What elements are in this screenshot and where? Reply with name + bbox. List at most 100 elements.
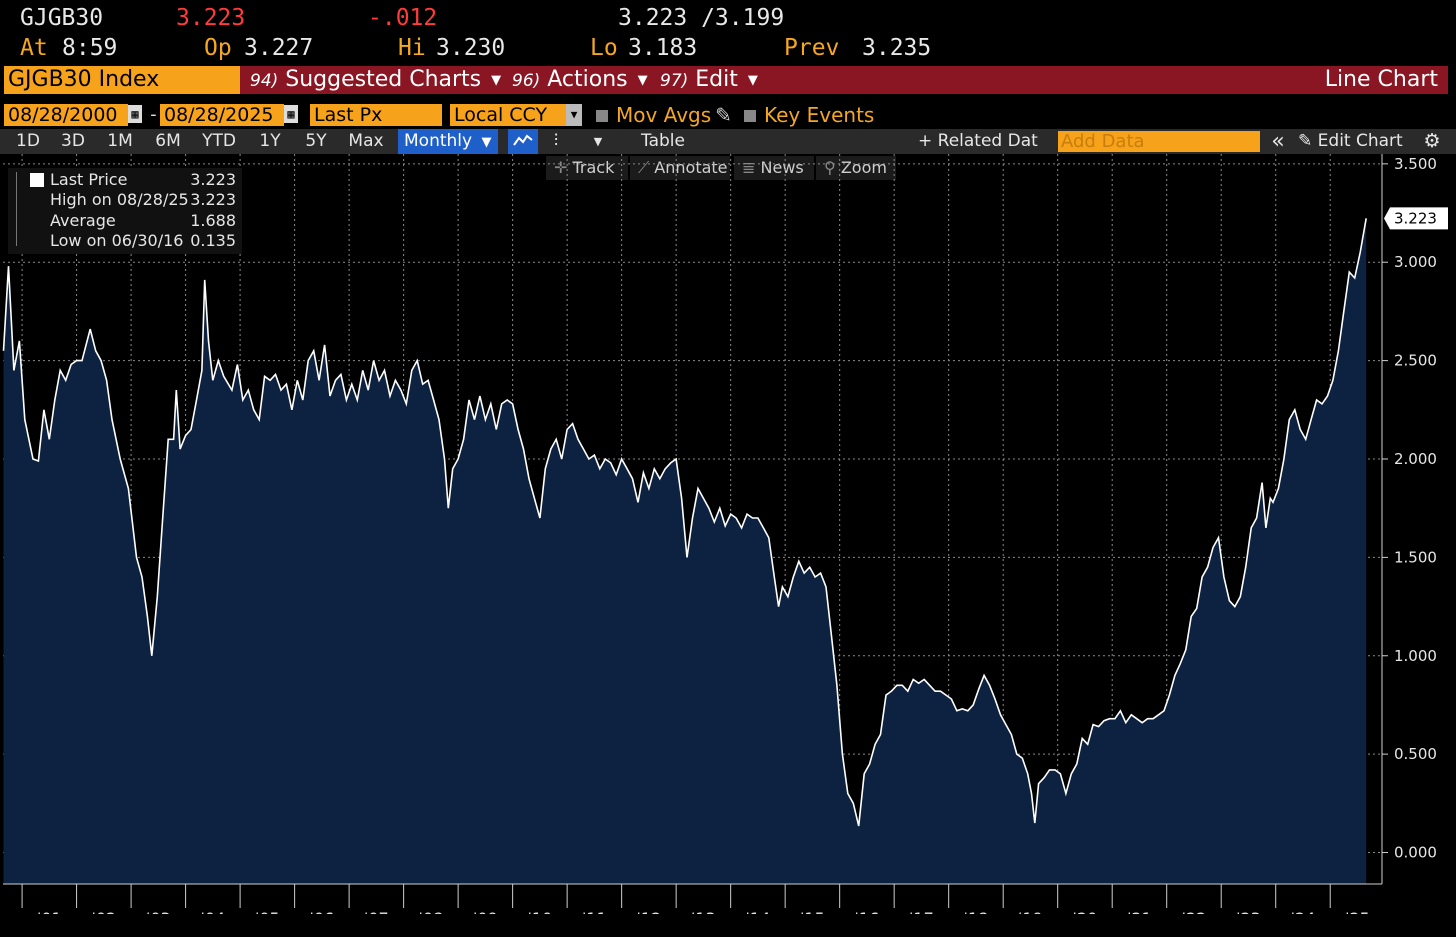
security-field[interactable]: GJGB30 Index	[4, 66, 240, 94]
zoom-label: Zoom	[840, 158, 887, 177]
suggested-charts-label: Suggested Charts	[285, 67, 482, 92]
legend-swatch	[30, 173, 44, 187]
x-tick-label: '07	[364, 909, 389, 914]
y-tick-label: 3.000	[1394, 253, 1437, 271]
range-1m[interactable]: 1M	[107, 131, 133, 151]
checkbox-icon[interactable]	[744, 110, 756, 122]
start-date-field[interactable]: 08/28/2000	[4, 104, 128, 126]
y-tick-label: 1.500	[1394, 548, 1437, 566]
x-tick-label: '08	[418, 909, 443, 914]
x-tick-label: '23	[1236, 909, 1261, 914]
x-tick-label: '17	[909, 909, 934, 914]
last-value-tag: 3.223	[1384, 207, 1448, 230]
legend-high-value: 3.223	[190, 190, 236, 209]
gear-icon[interactable]: ⚙	[1423, 130, 1441, 152]
y-axis: 3.500 3.000 2.500 2.000 1.500 1.000 0.500 0.000…	[1381, 154, 1448, 884]
chart-legend: Last Price 3.223 High on 08/28/25 3.223 …	[8, 168, 242, 254]
calendar-icon[interactable]: ▦	[284, 105, 298, 123]
last-value-box	[1384, 207, 1448, 230]
suggested-charts-menu[interactable]: 94) Suggested Charts ▼	[240, 66, 506, 94]
currency-select[interactable]: Local CCY	[450, 104, 566, 126]
news-icon: ≣	[742, 158, 756, 177]
price-change: -.012	[368, 5, 438, 31]
table-button[interactable]: Table	[641, 131, 685, 151]
quote-time: 8:59	[62, 35, 118, 61]
actions-menu[interactable]: 96) Actions ▼	[502, 66, 654, 94]
line-chart-icon[interactable]	[508, 129, 538, 154]
range-5y[interactable]: 5Y	[305, 131, 327, 151]
mov-avgs-label: Mov Avgs	[616, 103, 712, 127]
last-price: 3.223	[176, 5, 246, 31]
legend-last-label: Last Price	[50, 170, 128, 189]
last-value-label: 3.223	[1394, 209, 1437, 227]
at-label: At	[20, 35, 48, 61]
open-value: 3.227	[244, 35, 314, 61]
x-tick-label: '16	[855, 909, 880, 914]
pencil-icon[interactable]: ✎	[715, 103, 732, 127]
news-tool[interactable]: ≣ News	[734, 156, 814, 180]
end-date-field[interactable]: 08/28/2025	[160, 104, 284, 126]
mov-avgs-toggle[interactable]: Mov Avgs ✎	[596, 104, 732, 126]
price-chart[interactable]: 3.500 3.000 2.500 2.000 1.500 1.000 0.500 0.000…	[0, 154, 1456, 914]
range-6m[interactable]: 6M	[155, 131, 181, 151]
open-label: Op	[204, 35, 232, 61]
x-tick-label: '15	[800, 909, 825, 914]
x-tick-label: '10	[528, 909, 553, 914]
legend-avg-label: Average	[50, 211, 116, 230]
x-tick-label: '14	[746, 909, 771, 914]
legend-low-value: 0.135	[190, 231, 236, 250]
crosshair-icon: ✛	[554, 158, 568, 177]
annotate-label: Annotate	[654, 158, 728, 177]
edit-menu[interactable]: 97) Edit ▼	[650, 66, 766, 94]
edit-chart-button[interactable]: ✎ Edit Chart	[1298, 129, 1414, 154]
x-tick-label: '09	[473, 909, 498, 914]
legend-last-value: 3.223	[190, 170, 236, 189]
zoom-tool[interactable]: ⚲ Zoom	[816, 156, 896, 180]
date-separator: -	[148, 104, 159, 125]
actions-label: Actions	[547, 67, 628, 92]
chevron-down-icon[interactable]: ▼	[566, 104, 582, 126]
x-axis: '01 '02 '03 '04 '05 '06 '07 '08 '09 '10 '11 '12 '13 '…	[3, 883, 1382, 914]
related-data-button[interactable]: + Related Dat	[918, 131, 1038, 151]
x-tick-label: '20	[1073, 909, 1098, 914]
range-3d[interactable]: 3D	[61, 131, 85, 151]
legend-low-label: Low on 06/30/16	[50, 231, 184, 250]
chevron-down-icon: ▼	[747, 73, 758, 88]
x-tick-label: '18	[964, 909, 989, 914]
annotate-tool[interactable]: ⟋ Annotate	[630, 156, 730, 180]
edit-num: 97)	[660, 71, 689, 91]
range-1y[interactable]: 1Y	[259, 131, 281, 151]
y-tick-label: 2.000	[1394, 450, 1437, 468]
x-tick-label: '21	[1127, 909, 1152, 914]
frequency-select[interactable]: Monthly ▼	[398, 129, 498, 154]
high-label: Hi	[398, 35, 426, 61]
chart-type-label: Line Chart	[762, 66, 1448, 94]
add-data-input[interactable]: Add Data	[1058, 131, 1260, 152]
suggested-charts-num: 94)	[250, 71, 279, 91]
prev-value: 3.235	[862, 35, 932, 61]
range-ytd[interactable]: YTD	[202, 131, 236, 151]
chevron-down-icon: ▼	[637, 73, 648, 88]
checkbox-icon[interactable]	[596, 110, 608, 122]
x-tick-label: '19	[1018, 909, 1043, 914]
chevron-down-icon[interactable]: ▼	[593, 135, 603, 148]
x-tick-label: '03	[146, 909, 171, 914]
range-1d[interactable]: 1D	[16, 131, 40, 151]
chevron-down-icon: ▼	[481, 135, 492, 150]
x-tick-label: '24	[1291, 909, 1316, 914]
collapse-icon[interactable]: «	[1271, 129, 1285, 154]
calendar-icon[interactable]: ▦	[128, 105, 142, 123]
key-events-toggle[interactable]: Key Events	[744, 104, 874, 126]
frequency-label: Monthly	[404, 131, 473, 151]
x-tick-label: '25	[1345, 909, 1370, 914]
actions-num: 96)	[512, 71, 541, 91]
price-line	[2, 218, 1367, 827]
x-tick-label: '22	[1182, 909, 1207, 914]
range-max[interactable]: Max	[348, 131, 384, 151]
edit-label: Edit	[695, 67, 738, 92]
y-tick-label: 3.500	[1394, 155, 1437, 173]
field-select[interactable]: Last Px	[310, 104, 442, 126]
high-value: 3.230	[436, 35, 506, 61]
track-tool[interactable]: ✛ Track	[546, 156, 628, 180]
bar-chart-icon[interactable]: ⫶	[553, 131, 559, 151]
